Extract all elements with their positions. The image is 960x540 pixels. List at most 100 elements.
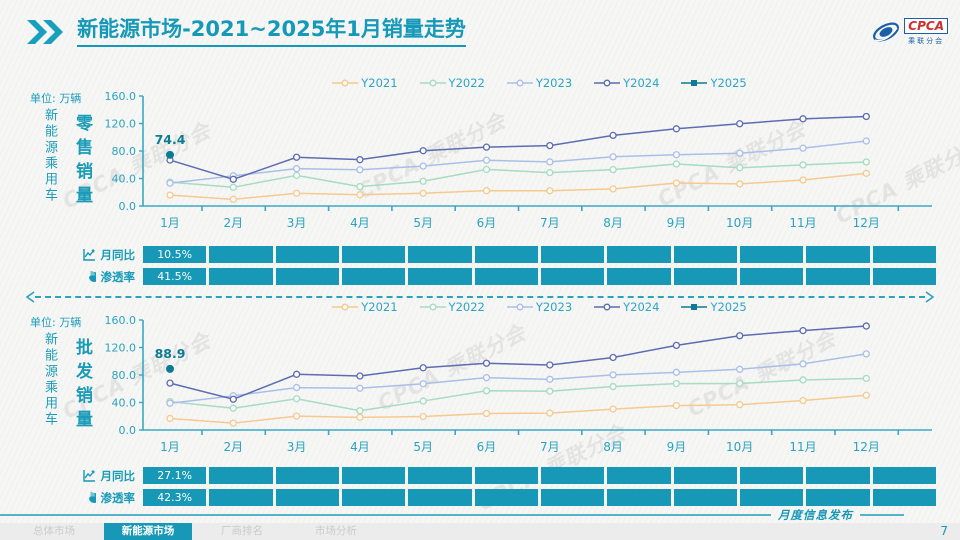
category-label: 新能源乘用车 bbox=[42, 108, 57, 204]
data-point-Y2024 bbox=[862, 112, 870, 121]
stat-cell bbox=[739, 489, 804, 506]
stat-cell bbox=[474, 489, 538, 506]
stat-value-cell: 41.5% bbox=[143, 268, 207, 285]
data-point-Y2023 bbox=[482, 374, 491, 382]
legend-item-Y2022: Y2022 bbox=[419, 300, 485, 314]
data-point-Y2022 bbox=[229, 404, 237, 412]
y-tick-label: 120.0 bbox=[105, 118, 137, 131]
data-point-Y2022 bbox=[799, 161, 807, 169]
stat-cell bbox=[209, 246, 273, 263]
wholesale-legend: Y2021 Y2022 Y2023 Y2024 Y2025 bbox=[143, 300, 936, 314]
data-point-Y2024 bbox=[736, 120, 744, 128]
data-point-Y2024 bbox=[419, 147, 427, 155]
legend-item-Y2025: Y2025 bbox=[681, 300, 747, 314]
legend-marker-icon bbox=[594, 303, 621, 311]
stat-cell bbox=[806, 246, 870, 263]
stat-cell bbox=[275, 246, 339, 263]
stat-cell bbox=[275, 268, 339, 285]
x-tick-label: 12月 bbox=[853, 216, 880, 230]
stat-cell bbox=[872, 268, 936, 285]
data-point-Y2021 bbox=[419, 189, 427, 197]
data-point-Y2024 bbox=[482, 359, 491, 367]
x-tick-label: 1月 bbox=[160, 216, 180, 230]
x-tick-label: 10月 bbox=[726, 216, 753, 230]
stat-cell bbox=[540, 268, 605, 285]
stat-cell bbox=[209, 489, 273, 506]
category-label: 新能源乘用车 bbox=[42, 332, 57, 428]
data-point-Y2024 bbox=[672, 341, 681, 350]
stat-cell bbox=[341, 489, 406, 506]
cpca-swoosh-icon bbox=[873, 22, 900, 42]
stat-cell bbox=[673, 268, 737, 285]
legend-label: Y2022 bbox=[448, 300, 485, 314]
data-point-Y2021 bbox=[166, 191, 174, 199]
data-point-Y2022 bbox=[609, 165, 617, 174]
stats-cells: 41.5% bbox=[143, 268, 936, 285]
x-tick-label: 6月 bbox=[477, 440, 497, 454]
page-title-strong: 新能源市场 bbox=[77, 17, 183, 41]
footer-tab-1[interactable]: 新能源市场 bbox=[104, 523, 192, 540]
data-point-Y2022 bbox=[292, 171, 301, 180]
release-row: 月度信息发布 bbox=[0, 508, 960, 522]
series-line-Y2023 bbox=[169, 353, 867, 405]
data-point-Y2021 bbox=[799, 396, 807, 405]
series-line-Y2021 bbox=[169, 394, 867, 424]
data-point-Y2022 bbox=[546, 168, 554, 177]
legend-item-Y2024: Y2024 bbox=[594, 300, 659, 314]
stats-cells: 27.1% bbox=[143, 467, 936, 484]
data-point-Y2023 bbox=[799, 360, 807, 368]
data-point-Y2021 bbox=[672, 401, 681, 410]
double-chevron-icon bbox=[27, 19, 63, 44]
data-point-Y2021 bbox=[229, 419, 237, 427]
data-point-Y2021 bbox=[482, 187, 491, 195]
unit-label: 单位: 万辆 bbox=[30, 92, 82, 105]
data-point-Y2023 bbox=[166, 399, 174, 407]
x-tick-label: 9月 bbox=[667, 216, 687, 230]
stats-row-label: 渗透率 bbox=[28, 268, 143, 285]
stat-cell bbox=[872, 467, 936, 484]
data-point-Y2024 bbox=[356, 372, 364, 380]
trend-icon bbox=[82, 249, 95, 261]
data-point-Y2023 bbox=[356, 166, 364, 174]
y-tick-label: 160.0 bbox=[105, 90, 137, 103]
data-point-Y2021 bbox=[482, 409, 491, 418]
x-tick-label: 5月 bbox=[413, 440, 433, 454]
data-point-Y2023 bbox=[609, 153, 617, 161]
data-point-Y2024 bbox=[672, 125, 681, 133]
annotation-label: 74.4 bbox=[155, 132, 186, 147]
x-tick-label: 7月 bbox=[540, 440, 560, 454]
footer-tab-2[interactable]: 厂商排名 bbox=[221, 525, 263, 537]
x-tick-label: 9月 bbox=[667, 440, 687, 454]
legend-marker-icon bbox=[594, 79, 621, 87]
stats-row-label: 月同比 bbox=[28, 246, 143, 263]
data-point-Y2024 bbox=[482, 143, 491, 151]
data-point-Y2022 bbox=[482, 165, 491, 174]
section-divider bbox=[26, 291, 934, 303]
stat-cell bbox=[275, 467, 339, 484]
data-point-Y2024 bbox=[609, 353, 617, 362]
stats-label-text: 渗透率 bbox=[100, 490, 136, 505]
x-tick-label: 8月 bbox=[603, 440, 623, 454]
stats-label-text: 月同比 bbox=[100, 247, 136, 262]
stat-cell bbox=[540, 246, 605, 263]
x-tick-label: 8月 bbox=[603, 216, 623, 230]
data-point-Y2023 bbox=[736, 149, 744, 157]
metric-label: 批发销量 bbox=[72, 338, 92, 434]
data-point-Y2022 bbox=[482, 387, 491, 395]
stat-cell bbox=[341, 467, 406, 484]
legend-item-Y2021: Y2021 bbox=[332, 300, 398, 314]
legend-label: Y2023 bbox=[535, 300, 573, 314]
release-rule-left bbox=[0, 514, 771, 516]
series-line-Y2024 bbox=[169, 115, 867, 181]
data-point-Y2022 bbox=[229, 183, 237, 191]
x-tick-label: 2月 bbox=[223, 440, 243, 454]
data-point-Y2021 bbox=[292, 412, 301, 420]
data-point-Y2021 bbox=[292, 189, 301, 197]
footer-tab-3[interactable]: 市场分析 bbox=[315, 525, 357, 537]
stat-cell bbox=[408, 246, 472, 263]
data-point-Y2023 bbox=[292, 383, 301, 392]
stat-cell bbox=[408, 467, 472, 484]
legend-item-Y2024: Y2024 bbox=[594, 76, 659, 90]
footer-tab-0[interactable]: 总体市场 bbox=[33, 525, 75, 537]
x-tick-label: 7月 bbox=[540, 216, 560, 230]
